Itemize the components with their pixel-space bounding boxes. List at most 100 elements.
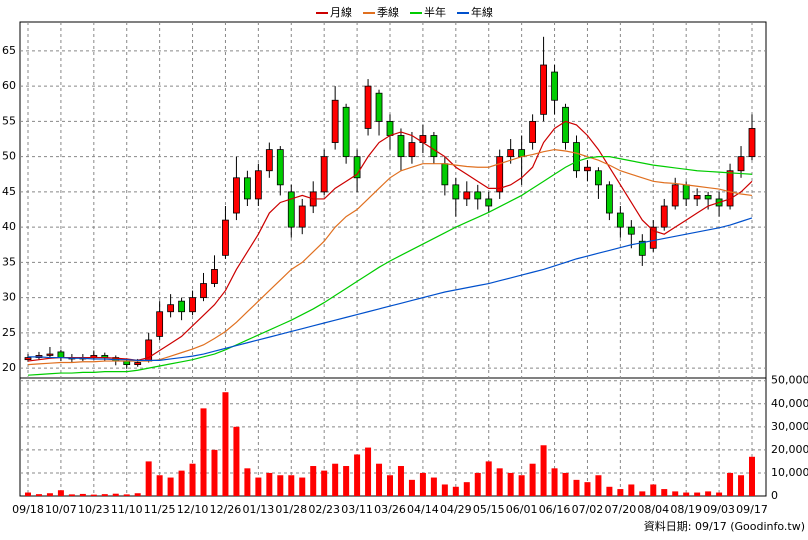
volume-bar xyxy=(705,491,712,496)
volume-bar xyxy=(244,468,251,496)
candle-body xyxy=(243,177,251,200)
candle-body xyxy=(507,149,515,158)
candle-body xyxy=(430,135,438,158)
candle-body xyxy=(704,195,712,200)
volume-bar xyxy=(628,484,635,496)
volume-bar xyxy=(222,392,229,496)
candle-body xyxy=(573,142,580,172)
candle-body xyxy=(265,149,273,172)
volume-bar xyxy=(397,466,404,496)
candle-body xyxy=(331,99,339,143)
x-tick-label: 01/28 xyxy=(275,503,307,516)
candle-body xyxy=(408,142,416,158)
x-tick-label: 09/18 xyxy=(12,503,44,516)
candle-body xyxy=(595,170,602,186)
candle-body xyxy=(287,191,295,228)
x-tick-label: 03/11 xyxy=(341,503,373,516)
candle-body xyxy=(540,64,547,115)
x-tick-label: 06/01 xyxy=(506,503,538,516)
y-tick-label: 55 xyxy=(2,114,16,127)
volume-bar xyxy=(25,492,31,496)
candle-body xyxy=(496,156,504,193)
volume-bar xyxy=(485,461,492,496)
volume-bar xyxy=(101,494,108,496)
candle-body xyxy=(748,128,756,158)
candle-body xyxy=(627,226,635,235)
x-tick-label: 11/25 xyxy=(144,503,176,516)
ma-line xyxy=(28,217,753,361)
candle-body xyxy=(551,71,558,101)
volume-bar xyxy=(156,475,163,496)
volume-bar xyxy=(288,475,295,496)
candle-body xyxy=(342,106,350,158)
volume-bar xyxy=(518,475,525,496)
candle-body xyxy=(726,170,734,207)
volume-bar xyxy=(639,491,646,496)
volume-bar xyxy=(321,470,328,496)
y2-tick-label: 10,000 xyxy=(771,466,808,479)
volume-bar xyxy=(617,489,624,496)
candle-body xyxy=(441,163,449,186)
x-tick-label: 09/03 xyxy=(703,503,735,516)
candle-body xyxy=(276,149,284,186)
candle-body xyxy=(737,156,745,172)
volume-bar xyxy=(496,468,503,496)
candle-body xyxy=(298,205,306,228)
volume-bar xyxy=(277,475,284,496)
candle-body xyxy=(254,170,262,200)
y-tick-label: 65 xyxy=(2,44,16,57)
legend-label: 半年 xyxy=(424,5,446,19)
candle-body xyxy=(353,156,361,179)
volume-bar xyxy=(299,477,306,496)
volume-bar xyxy=(57,490,64,496)
x-tick-label: 03/26 xyxy=(374,503,406,516)
candle-body xyxy=(693,195,701,200)
volume-bar xyxy=(233,426,240,496)
volume-bar xyxy=(474,472,481,496)
volume-bar xyxy=(661,489,668,496)
candle-body xyxy=(584,166,591,172)
candle-body xyxy=(200,283,207,299)
y-tick-label: 35 xyxy=(2,255,16,268)
volume-bar xyxy=(376,463,383,496)
legend-label: 月線 xyxy=(330,5,352,19)
x-tick-label: 10/23 xyxy=(78,503,110,516)
volume-bar xyxy=(529,463,536,496)
volume-bar xyxy=(672,491,679,496)
x-tick-label: 04/29 xyxy=(440,503,472,516)
x-tick-label: 11/10 xyxy=(111,503,143,516)
candle-body xyxy=(616,212,624,228)
candle-body xyxy=(189,297,196,313)
candle-body xyxy=(211,269,218,284)
y-tick-label: 30 xyxy=(2,291,16,304)
volume-bar xyxy=(35,494,42,496)
y2-tick-label: 20,000 xyxy=(771,443,808,456)
candle-body xyxy=(638,240,646,256)
ma-line xyxy=(27,156,753,376)
candle-body xyxy=(57,351,65,358)
candle-body xyxy=(452,184,460,200)
candle-body xyxy=(529,120,537,143)
x-tick-label: 01/13 xyxy=(243,503,275,516)
candle-body xyxy=(134,362,142,366)
volume-bar xyxy=(255,477,262,496)
candle-body xyxy=(682,184,690,200)
candle-body xyxy=(474,191,482,200)
y-tick-label: 50 xyxy=(2,150,16,163)
volume-bar xyxy=(167,477,174,496)
candle-body xyxy=(649,226,657,249)
candle-body xyxy=(660,205,668,228)
volume-bar xyxy=(452,486,459,496)
x-tick-label: 12/10 xyxy=(177,503,209,516)
candle-body xyxy=(671,184,679,207)
volume-bar xyxy=(354,454,361,496)
volume-bar xyxy=(46,493,53,496)
y-tick-label: 40 xyxy=(2,220,16,233)
y-tick-label: 20 xyxy=(2,361,16,374)
volume-bar xyxy=(749,456,755,496)
x-tick-label: 12/26 xyxy=(210,503,242,516)
x-tick-label: 05/15 xyxy=(473,503,505,516)
volume-bar xyxy=(683,492,690,496)
volume-bar xyxy=(387,475,393,496)
